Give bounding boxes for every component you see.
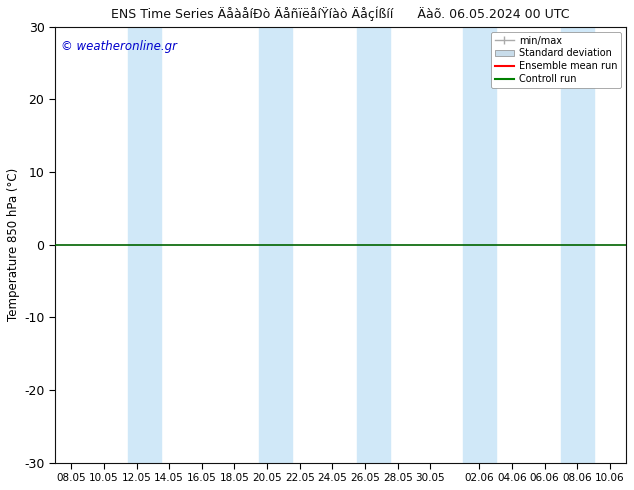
Legend: min/max, Standard deviation, Ensemble mean run, Controll run: min/max, Standard deviation, Ensemble me… [491,32,621,88]
Y-axis label: Temperature 850 hPa (°C): Temperature 850 hPa (°C) [7,168,20,321]
Bar [463,27,496,463]
Text: © weatheronline.gr: © weatheronline.gr [61,40,177,53]
Bar [561,27,593,463]
Bar [128,27,161,463]
Bar [357,27,389,463]
Bar [259,27,292,463]
Title: ENS Time Series ÄåàåíÐò ÄåñïëåíŸíàò ÄåçÍßíí      Äàõ. 06.05.2024 00 UTC: ENS Time Series ÄåàåíÐò ÄåñïëåíŸíàò ÄåçÍ… [112,7,570,22]
